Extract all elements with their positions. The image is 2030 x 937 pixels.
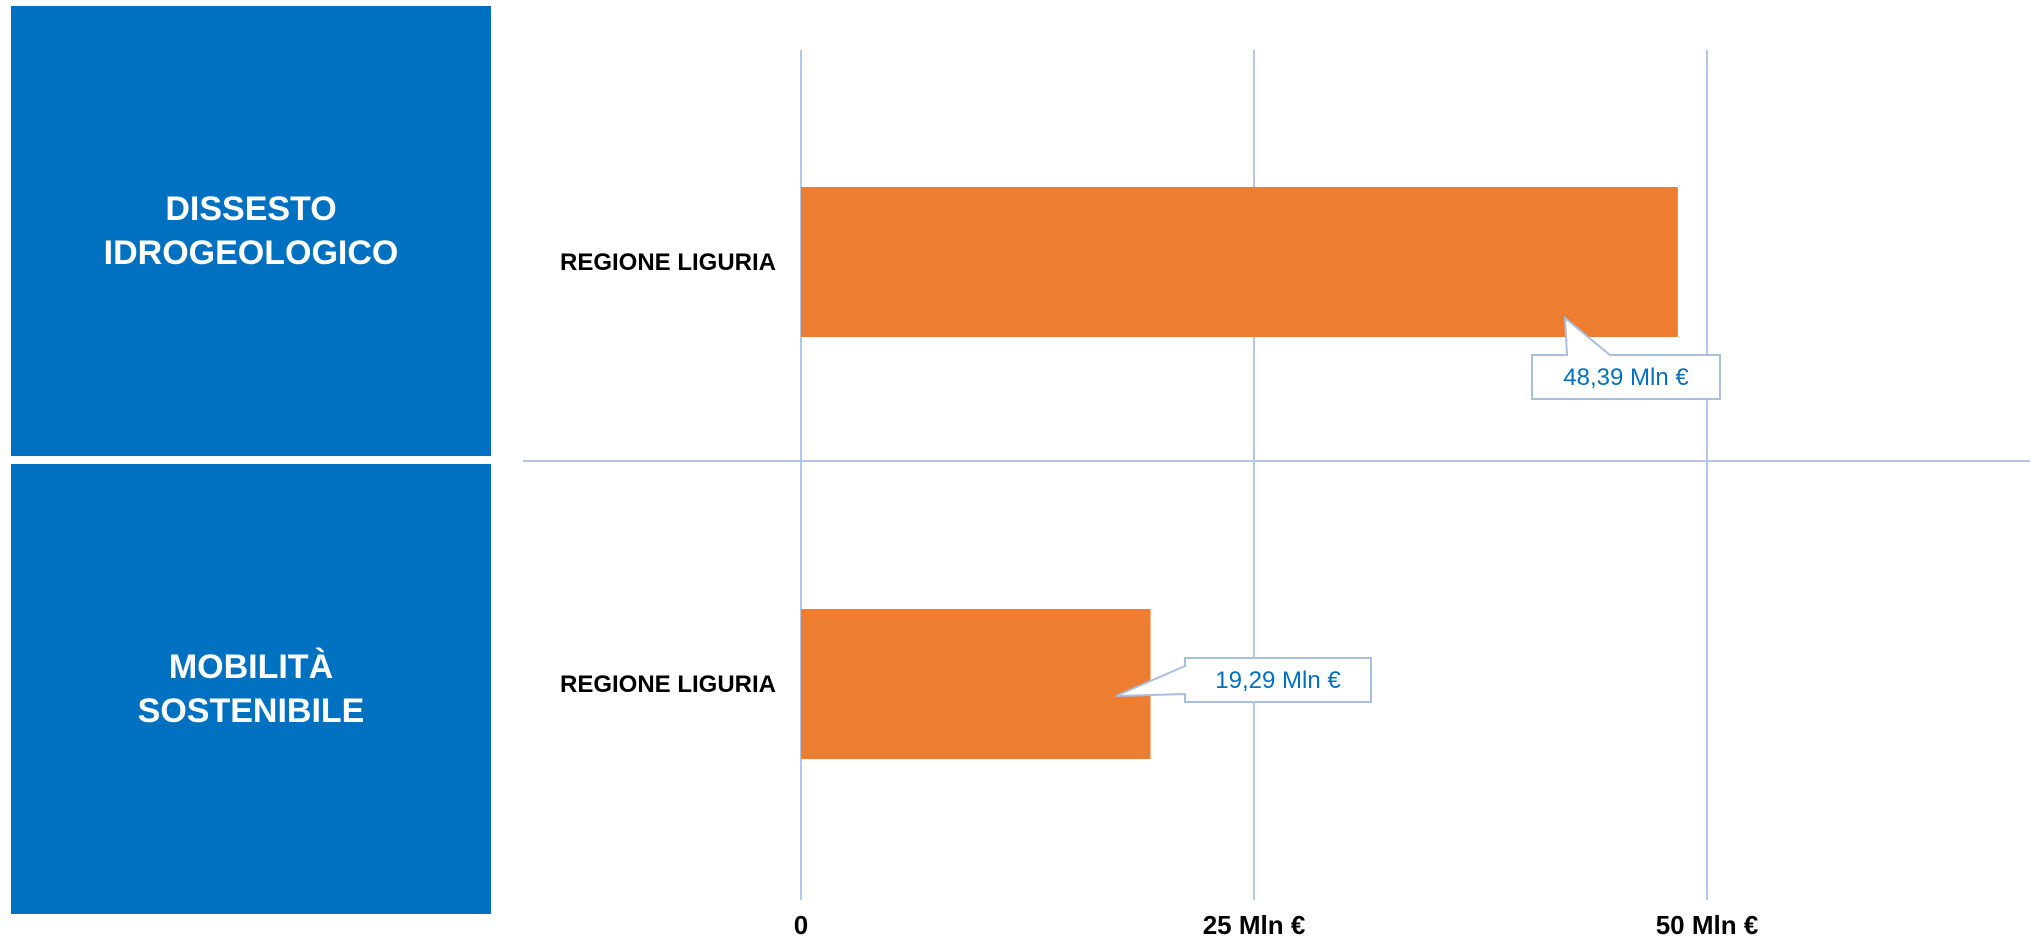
- category-box-dissesto: DISSESTO IDROGEOLOGICO: [11, 6, 491, 456]
- category-box-mobilita: MOBILITÀ SOSTENIBILE: [11, 464, 491, 914]
- row-label: REGIONE LIGURIA: [560, 671, 776, 698]
- bar: [801, 609, 1151, 759]
- category-label: DISSESTO IDROGEOLOGICO: [103, 190, 399, 272]
- x-tick-label: 0: [794, 910, 808, 937]
- data-label: 48,39 Mln €: [1563, 364, 1689, 391]
- row-label: REGIONE LIGURIA: [560, 249, 776, 276]
- x-tick-label: 25 Mln €: [1203, 910, 1306, 937]
- x-tick-label: 50 Mln €: [1656, 910, 1759, 937]
- data-label: 19,29 Mln €: [1215, 667, 1341, 694]
- data-label-callout: [1531, 315, 1721, 400]
- category-label: MOBILITÀ SOSTENIBILE: [137, 648, 365, 730]
- data-label-callout: [1115, 657, 1372, 703]
- bar: [801, 187, 1678, 337]
